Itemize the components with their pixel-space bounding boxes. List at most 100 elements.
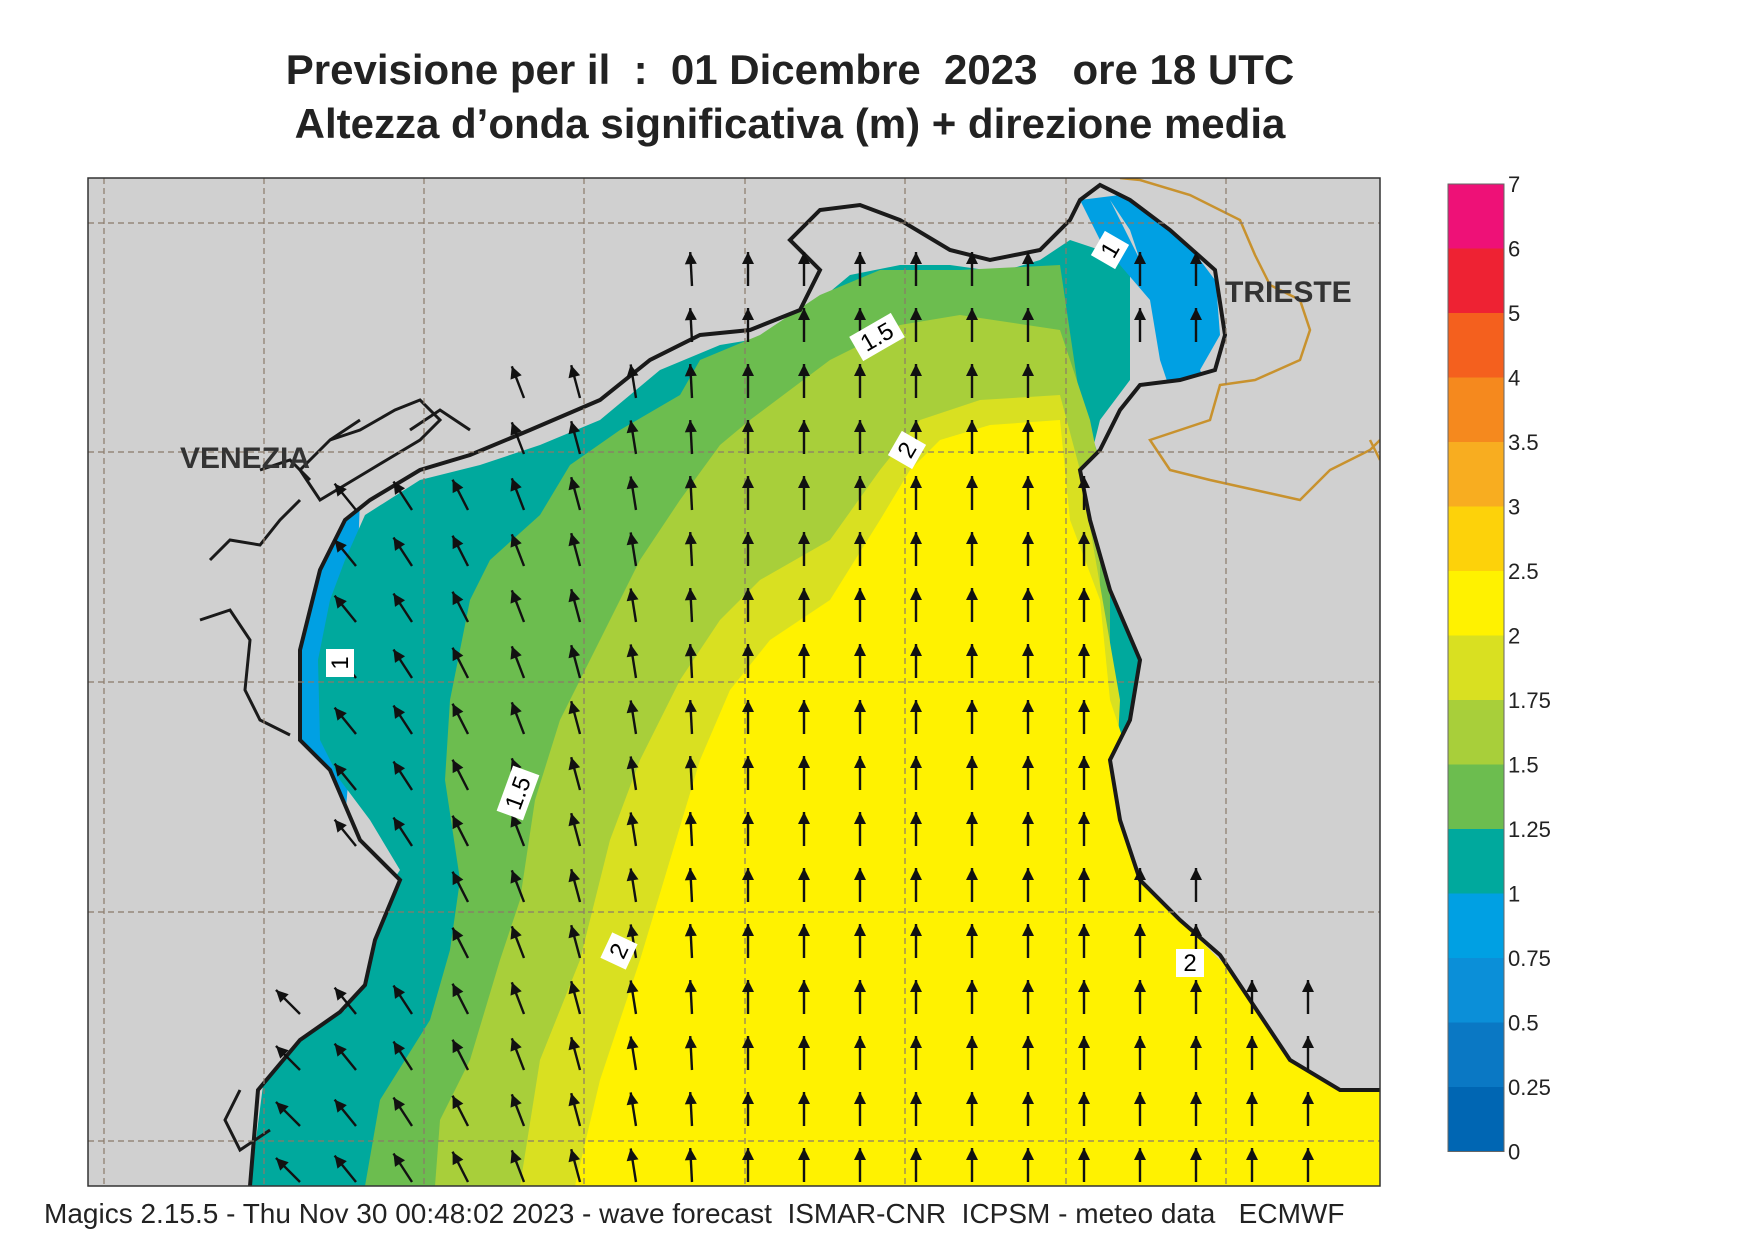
- map-title-line2: Altezza d’onda significativa (m) + direz…: [294, 100, 1286, 147]
- wave-arrow-head: [1078, 868, 1090, 880]
- wave-arrow-head: [1078, 812, 1090, 824]
- graticule: [88, 178, 1380, 1186]
- wave-arrow-head: [452, 647, 464, 662]
- wave-arrow-head: [966, 588, 978, 600]
- wave-arrow-head: [910, 476, 922, 488]
- contour-label-2-east: 2: [1176, 949, 1204, 977]
- wave-arrow-head: [334, 707, 347, 721]
- legend-swatch-7: [1448, 184, 1504, 249]
- wave-arrow-head: [452, 703, 464, 718]
- wave-arrow-head: [684, 588, 697, 601]
- wave-arrow-head: [966, 532, 978, 544]
- wave-arrow-head: [334, 763, 347, 777]
- wave-arrow-head: [334, 539, 347, 553]
- legend-label-2: 2: [1508, 624, 1520, 649]
- legend-label-1.75: 1.75: [1508, 688, 1551, 713]
- wave-arrow-head: [966, 308, 978, 320]
- wave-arrow-head: [510, 1150, 522, 1164]
- wave-arrow-head: [510, 646, 522, 660]
- wave-arrow-head: [854, 588, 866, 600]
- wave-arrow-head: [854, 308, 866, 320]
- wave-arrow-head: [568, 701, 581, 715]
- wave-arrow-head: [742, 476, 754, 488]
- wave-arrow-head: [854, 364, 866, 376]
- wave-arrow-head: [452, 871, 464, 886]
- lagoon-detail-lines: [199, 408, 471, 1153]
- legend-swatch-1.75: [1448, 700, 1504, 765]
- wave-arrow-head: [966, 1036, 978, 1048]
- legend-swatch-5: [1448, 313, 1504, 378]
- wave-arrow-head: [854, 476, 866, 488]
- wave-arrow-head: [742, 1092, 754, 1104]
- wave-arrow-head: [966, 420, 978, 432]
- legend-label-5: 5: [1508, 301, 1520, 326]
- wave-arrow-head: [1134, 1092, 1146, 1104]
- land-east-istria: [1080, 178, 1380, 1090]
- wave-arrow-head: [626, 1092, 639, 1106]
- wave-arrow-head: [1022, 1036, 1034, 1048]
- legend-label-0.5: 0.5: [1508, 1011, 1539, 1036]
- legend-swatch-2.5: [1448, 571, 1504, 636]
- wave-arrow-head: [510, 478, 522, 492]
- wave-arrow-head: [1078, 644, 1090, 656]
- wave-arrow-head: [1022, 756, 1034, 768]
- wave-arrow-head: [966, 812, 978, 824]
- wave-arrow-head: [393, 705, 406, 719]
- wave-arrow-head: [626, 868, 639, 882]
- wave-arrow-head: [854, 420, 866, 432]
- wave-arrow-head: [1302, 980, 1314, 992]
- wave-arrow-head: [1022, 868, 1034, 880]
- wave-arrow-head: [452, 1151, 464, 1166]
- wave-arrow-head: [626, 420, 639, 434]
- wave-arrow-head: [568, 981, 581, 995]
- wave-arrow-head: [568, 1093, 581, 1107]
- wave-arrow-head: [684, 980, 697, 993]
- wave-arrow-head: [742, 812, 754, 824]
- wave-arrow-head: [1078, 588, 1090, 600]
- wave-arrow-head: [510, 366, 522, 380]
- wave-arrow-head: [334, 1155, 347, 1169]
- legend-label-6: 6: [1508, 237, 1520, 262]
- wave-arrow-head: [452, 535, 464, 550]
- wave-arrow-head: [910, 1148, 922, 1160]
- wave-arrow-head: [1134, 1148, 1146, 1160]
- wave-arrow-head: [510, 534, 522, 548]
- wave-arrow-head: [854, 868, 866, 880]
- wave-arrow-head: [742, 868, 754, 880]
- wave-arrow-head: [854, 532, 866, 544]
- wave-arrow-head: [626, 588, 639, 602]
- wave-arrow-head: [1078, 532, 1090, 544]
- legend-label-1.25: 1.25: [1508, 817, 1551, 842]
- wave-arrow-head: [1022, 924, 1034, 936]
- wave-arrow-head: [568, 533, 581, 547]
- wave-arrow-head: [798, 756, 810, 768]
- wave-arrow-head: [910, 252, 922, 264]
- wave-arrow-head: [798, 700, 810, 712]
- wave-arrow-head: [510, 982, 522, 996]
- wave-arrow-head: [275, 989, 289, 1003]
- wave-arrow-head: [1078, 700, 1090, 712]
- wave-arrow-head: [966, 700, 978, 712]
- sea-band-2-2.5: [575, 420, 1380, 1186]
- wave-arrow-head: [626, 980, 639, 994]
- legend-label-3.5: 3.5: [1508, 430, 1539, 455]
- wave-arrow-head: [684, 700, 697, 713]
- legend-frame: [1447, 183, 1505, 1152]
- legend-swatch-0.75: [1448, 958, 1504, 1023]
- wave-arrow-head: [568, 365, 581, 379]
- legend-label-3: 3: [1508, 495, 1520, 520]
- wave-arrow-head: [452, 815, 464, 830]
- wave-arrow-head: [742, 1036, 754, 1048]
- wave-arrow-head: [626, 644, 639, 658]
- wave-arrow-head: [452, 479, 464, 494]
- wave-arrow-head: [910, 420, 922, 432]
- wave-arrow-head: [568, 757, 581, 771]
- wave-arrow-head: [393, 985, 406, 999]
- wave-arrow-head: [742, 252, 754, 264]
- wave-arrow-head: [1302, 1148, 1314, 1160]
- wave-arrow-head: [854, 980, 866, 992]
- wave-arrow-head: [966, 364, 978, 376]
- wave-arrow-head: [1078, 756, 1090, 768]
- place-label-trieste: TRIESTE: [1225, 276, 1352, 309]
- wave-arrow-head: [568, 869, 581, 883]
